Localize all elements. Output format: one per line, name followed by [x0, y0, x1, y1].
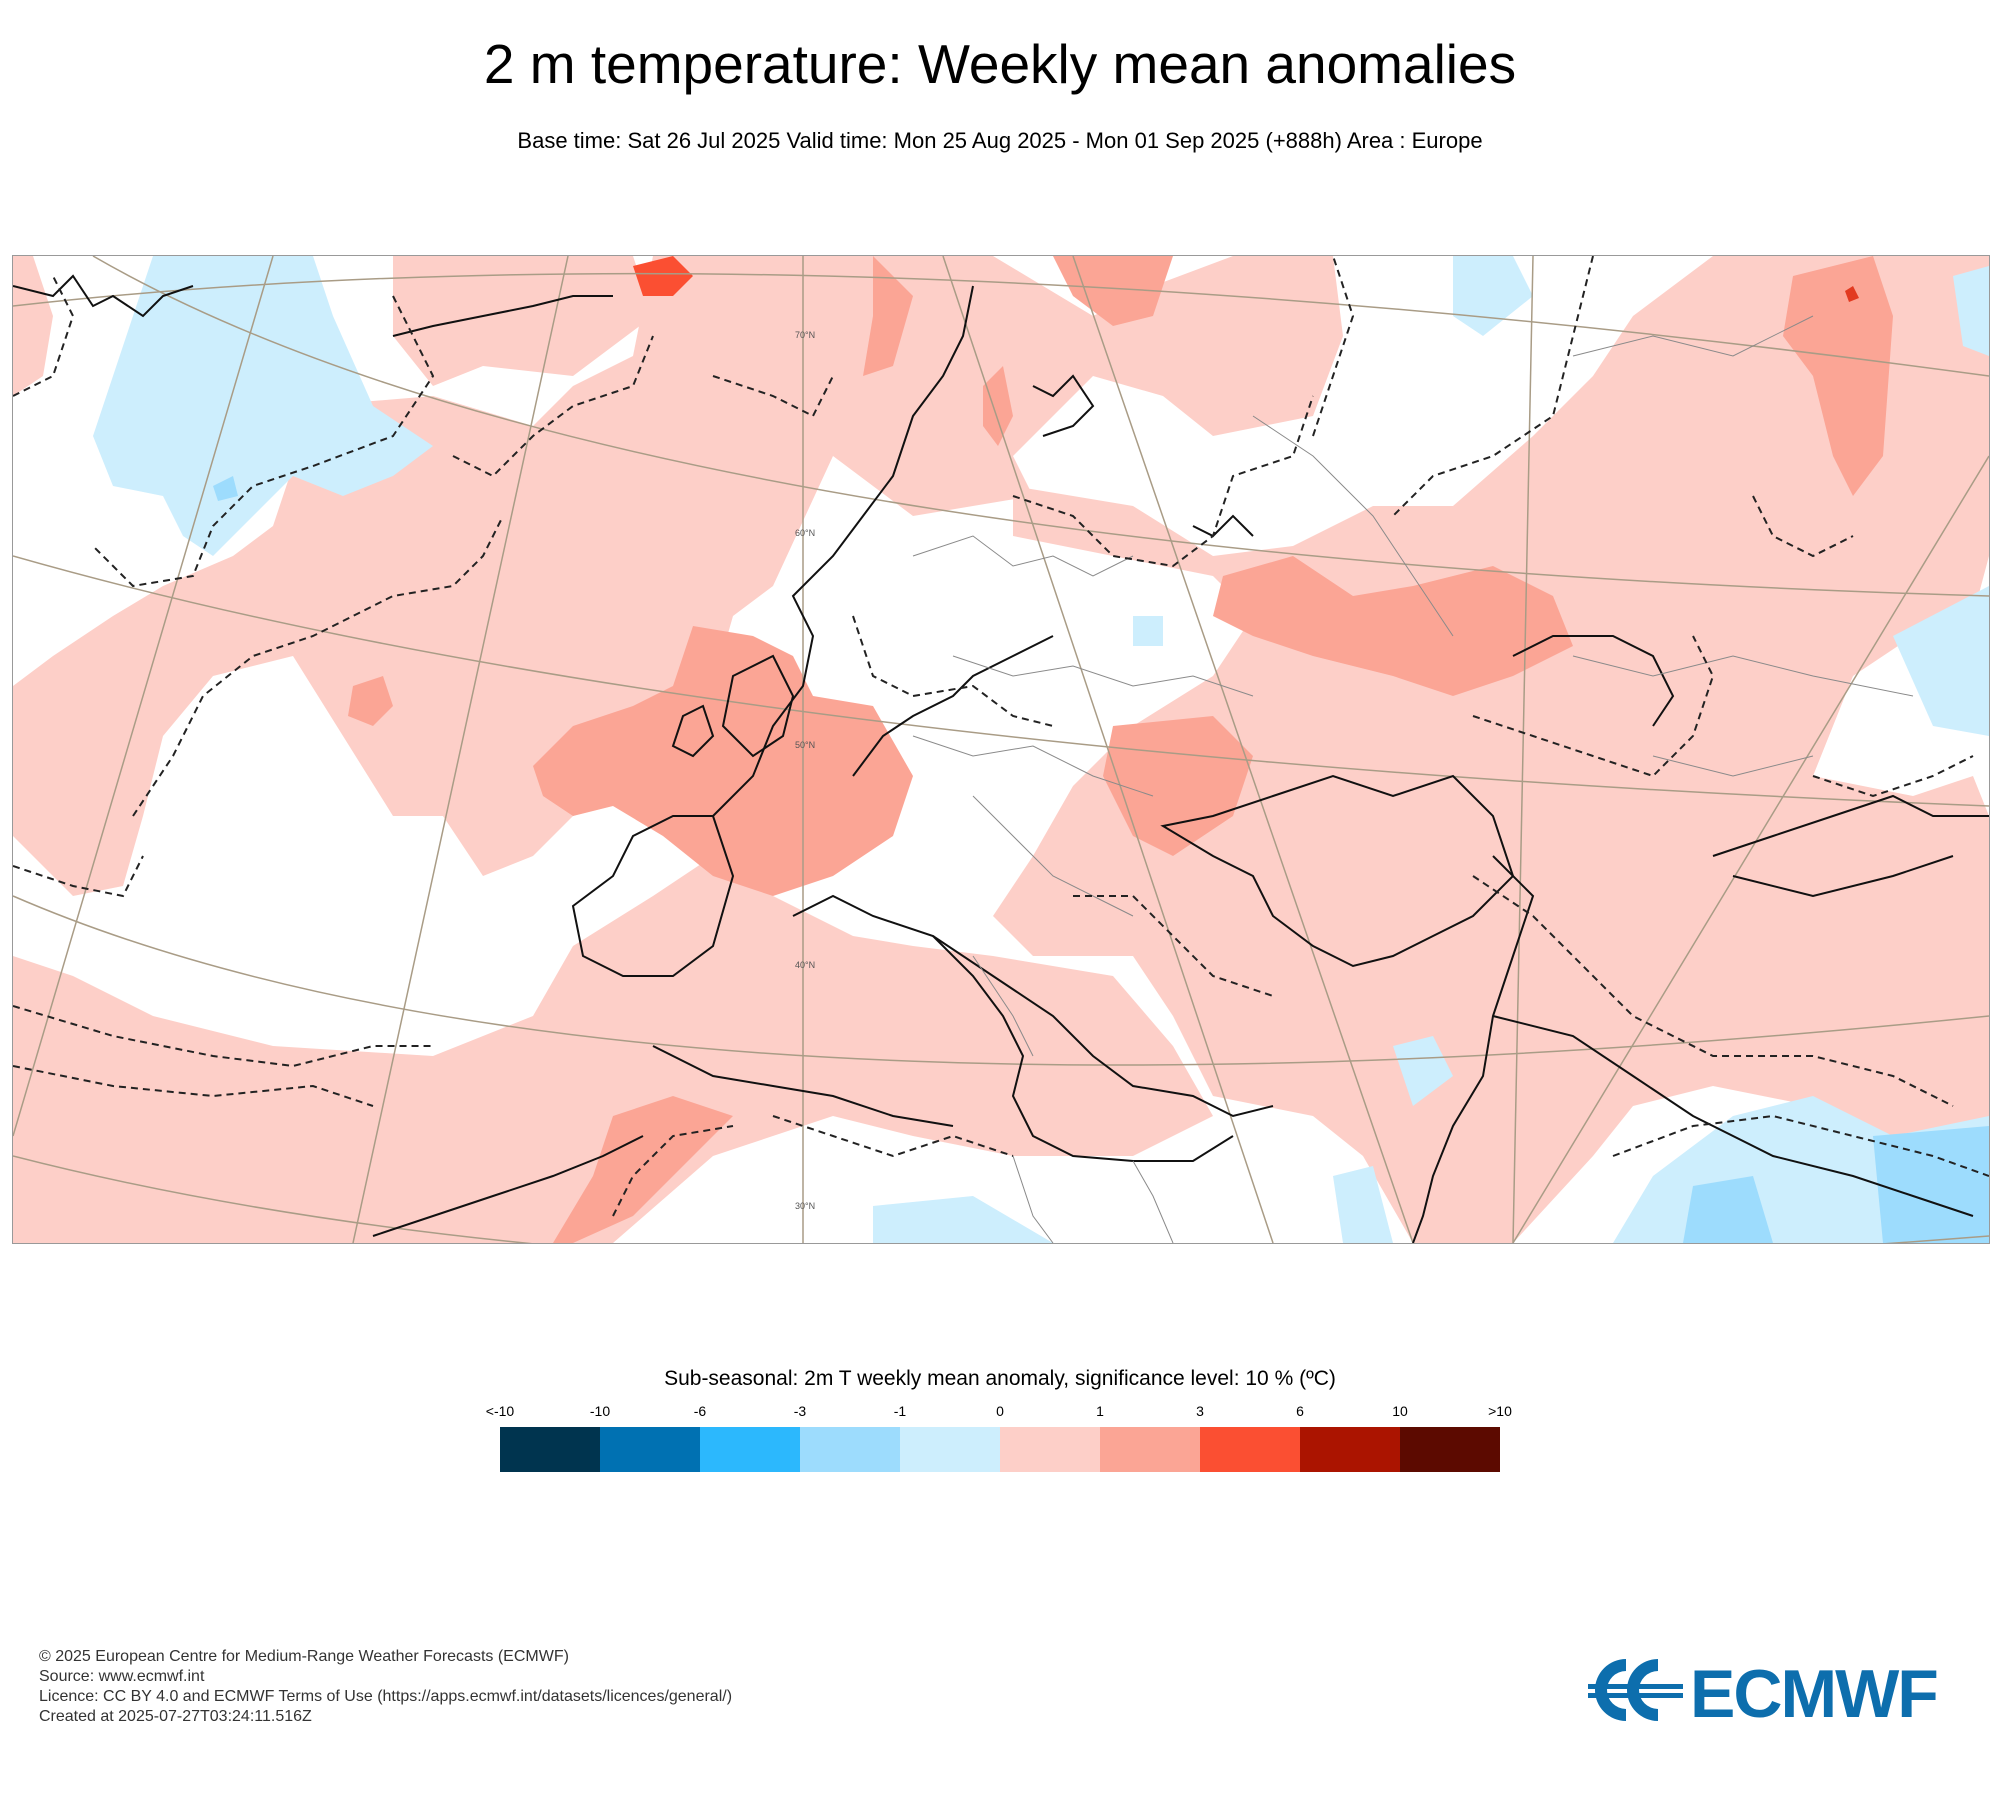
- latitude-label: 40°N: [795, 960, 815, 970]
- anomaly-medium-red: [348, 256, 1893, 1243]
- legend-color-box: [800, 1427, 900, 1472]
- ecmwf-logo-text: ECMWF: [1690, 1656, 1937, 1725]
- latitude-labels: 70°N 60°N 50°N 40°N 30°N: [795, 330, 815, 1211]
- coastlines: [13, 274, 1989, 1243]
- anomaly-medium-blue: [213, 476, 1989, 1243]
- legend-tick-label: 6: [1296, 1403, 1304, 1419]
- legend-colorbar: [500, 1427, 1500, 1472]
- graticule: [13, 256, 1989, 1243]
- legend-tick-label: -1: [893, 1403, 907, 1419]
- anomaly-strong-red: [633, 256, 693, 296]
- significance-contours: [13, 256, 1989, 1217]
- licence-text: Licence: CC BY 4.0 and ECMWF Terms of Us…: [39, 1688, 733, 1705]
- latitude-label: 50°N: [795, 740, 815, 750]
- page-title: 2 m temperature: Weekly mean anomalies: [483, 33, 1517, 95]
- legend-color-box: [600, 1427, 700, 1472]
- legend-tick-label: 10: [1392, 1403, 1408, 1419]
- copyright-text: © 2025 European Centre for Medium-Range …: [39, 1648, 569, 1665]
- footer: © 2025 European Centre for Medium-Range …: [39, 1647, 732, 1727]
- legend-tick-label: 3: [1196, 1403, 1204, 1419]
- legend-color-box: [1100, 1427, 1200, 1472]
- legend-labels: <-10 -10 -6 -3 -1 0 1 3 6 10 >10: [0, 1403, 2000, 1423]
- ecmwf-logo: ECMWF: [1588, 1655, 1963, 1732]
- page-subtitle: Base time: Sat 26 Jul 2025 Valid time: M…: [517, 128, 1483, 153]
- latitude-label: 70°N: [795, 330, 815, 340]
- latitude-label: 30°N: [795, 1201, 815, 1211]
- created-text: Created at 2025-07-27T03:24:11.516Z: [39, 1708, 312, 1725]
- legend-tick-label: 0: [996, 1403, 1004, 1419]
- legend-tick-label: 1: [1096, 1403, 1104, 1419]
- legend-tick-label: >10: [1488, 1403, 1512, 1419]
- country-borders: [912, 315, 1914, 1243]
- legend-color-box: [1000, 1427, 1100, 1472]
- legend-color-box: [1300, 1427, 1400, 1472]
- legend-tick-label: -6: [693, 1403, 707, 1419]
- legend-color-box: [1200, 1427, 1300, 1472]
- legend-tick-label: -10: [589, 1403, 611, 1419]
- legend-title: Sub-seasonal: 2m T weekly mean anomaly, …: [664, 1367, 1336, 1390]
- legend-color-box: [700, 1427, 800, 1472]
- legend-tick-label: <-10: [485, 1403, 515, 1419]
- source-text: Source: www.ecmwf.int: [39, 1668, 205, 1685]
- ecmwf-logo-icon: [1588, 1659, 1683, 1721]
- legend-color-box: [900, 1427, 1000, 1472]
- anomaly-strong-red: [1845, 286, 1859, 302]
- legend-color-box: [1400, 1427, 1500, 1472]
- anomaly-map: 70°N 60°N 50°N 40°N 30°N: [12, 255, 1990, 1244]
- legend-tick-label: -3: [793, 1403, 807, 1419]
- latitude-label: 60°N: [795, 528, 815, 538]
- legend-color-box: [500, 1427, 600, 1472]
